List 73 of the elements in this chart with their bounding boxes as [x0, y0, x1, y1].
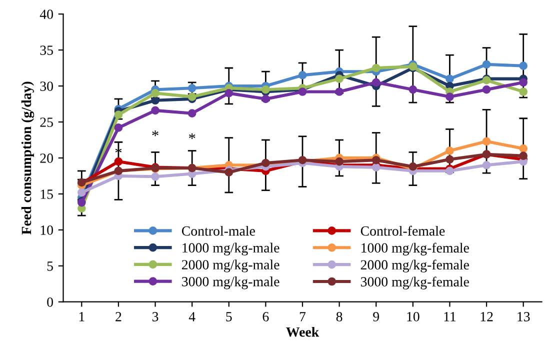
point	[482, 160, 491, 170]
x-axis-title: Week	[286, 326, 320, 337]
point	[446, 155, 454, 164]
y-tick-label: 35	[40, 46, 53, 55]
point	[372, 78, 380, 87]
point	[262, 94, 270, 104]
legend-label: 3000 mg/kg-male	[182, 276, 280, 290]
legend-label: 2000 mg/kg-male	[182, 260, 280, 272]
point	[482, 137, 491, 146]
x-tick-label: 5	[226, 312, 232, 322]
point	[446, 146, 454, 155]
x-tick-label: 2	[116, 312, 122, 322]
point	[519, 144, 528, 153]
legend-label: 1000 mg/kg-male	[182, 242, 280, 256]
annotation: *	[189, 133, 196, 139]
legend-label: 2000 mg/kg-female	[360, 260, 469, 272]
point	[519, 152, 528, 160]
x-tick-label: 6	[262, 312, 269, 322]
x-tick-label: 11	[444, 312, 456, 322]
legend-label: 1000 mg/kg-female	[362, 242, 469, 256]
x-tick-label: 13	[518, 312, 530, 322]
point	[298, 71, 307, 80]
point	[114, 124, 123, 132]
point	[151, 172, 160, 181]
point	[372, 163, 380, 172]
x-tick-label: 7	[300, 312, 306, 322]
point	[151, 106, 160, 115]
point	[372, 64, 380, 72]
y-tick-label: 15	[40, 190, 53, 199]
y-axis-title: Feed consumption (g/day)	[21, 82, 34, 234]
y-tick-label: 10	[40, 225, 53, 235]
point	[519, 62, 528, 70]
point	[77, 188, 86, 197]
x-tick-label: 9	[373, 312, 380, 322]
x-tick-label: 8	[336, 312, 342, 322]
legend-label: Control-male	[182, 226, 255, 236]
x-tick-label: 3	[152, 312, 158, 322]
legend-label: Control-female	[360, 226, 445, 236]
point	[482, 85, 491, 94]
point	[408, 162, 418, 171]
point	[519, 78, 528, 87]
legend-label: 3000 mg/kg-female	[360, 276, 469, 290]
point	[224, 89, 234, 98]
point	[262, 85, 270, 94]
point	[298, 88, 307, 96]
point	[224, 168, 234, 177]
x-tick-label: 10	[407, 312, 420, 322]
point	[151, 89, 160, 98]
point	[188, 92, 196, 101]
point	[188, 109, 196, 118]
y-tick-label: 5	[47, 262, 53, 271]
annotation: *	[152, 130, 158, 136]
point	[446, 74, 454, 83]
x-tick-label: 1	[79, 312, 84, 322]
x-tick-label: 4	[188, 312, 196, 322]
y-tick-label: 0	[47, 297, 53, 307]
point	[114, 110, 123, 119]
x-tick-label: 12	[480, 312, 493, 322]
y-tick-label: 30	[40, 82, 53, 91]
point	[446, 92, 454, 101]
point	[446, 166, 454, 176]
point	[519, 88, 528, 96]
point	[335, 157, 344, 166]
point	[114, 157, 123, 166]
point	[335, 88, 344, 96]
point	[335, 74, 344, 83]
y-tick-label: 40	[40, 10, 53, 19]
y-tick-label: 20	[40, 154, 53, 163]
point	[408, 85, 418, 94]
point	[188, 84, 196, 92]
point	[482, 60, 491, 69]
point	[151, 96, 160, 105]
y-tick-label: 25	[40, 118, 53, 127]
